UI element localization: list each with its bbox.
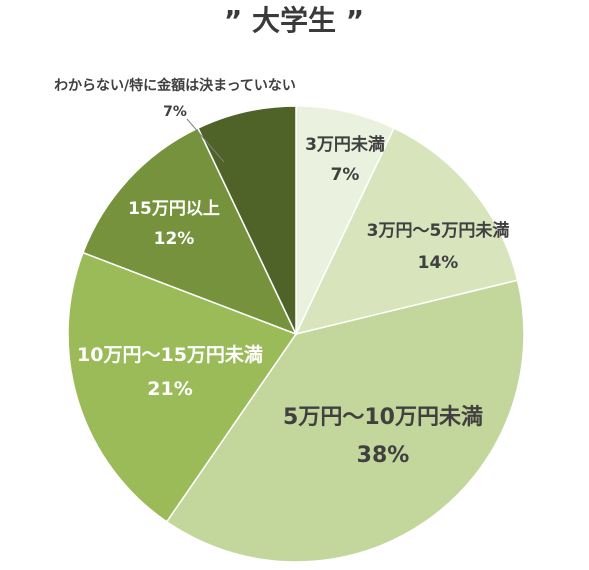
slice-value-3: 38% — [357, 443, 410, 468]
pie-slice-5 — [82, 127, 298, 336]
chart-title: ” 大学生 ” — [224, 4, 364, 37]
slice-labels: 3万円未満 7% 3万円～5万円未満 14% 5万円～10万円未満 38% 10万円～15万… — [54, 77, 509, 468]
slice-value-2: 14% — [418, 253, 459, 273]
pie-slice-1 — [295, 105, 395, 335]
pie-slice-6 — [197, 105, 297, 335]
leader-line — [186, 118, 225, 163]
slice-label-2: 3万円～5万円未満 — [367, 220, 510, 241]
leader-lines — [186, 118, 225, 163]
slice-label-3: 5万円～10万円未満 — [283, 404, 483, 430]
slice-label-1: 3万円未満 — [305, 134, 385, 155]
slice-label-5: 15万円以上 — [128, 199, 220, 219]
pie-slice-2 — [294, 127, 519, 336]
pie-slice-3 — [165, 279, 525, 563]
pie-slice-4 — [67, 251, 298, 523]
pie-slices — [67, 105, 525, 563]
slice-value-5: 12% — [154, 229, 195, 249]
slice-value-6: 7% — [163, 104, 187, 120]
slice-label-4: 10万円～15万円未満 — [77, 343, 263, 366]
slice-value-4: 21% — [147, 378, 192, 400]
slice-value-1: 7% — [331, 165, 360, 185]
slice-label-6: わからない/特に金額は決まっていない — [54, 77, 296, 94]
